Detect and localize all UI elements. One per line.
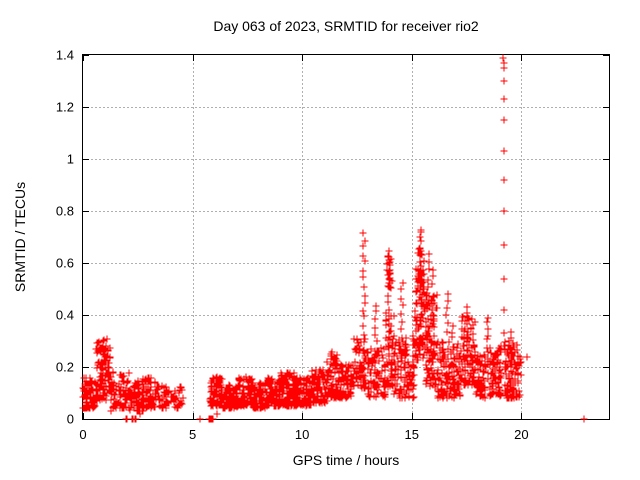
x-tick-label: 10 — [295, 427, 309, 442]
y-tick-label: 0.8 — [56, 204, 74, 219]
gridlines — [83, 55, 609, 419]
y-tick-label: 0.2 — [56, 360, 74, 375]
x-tick-label: 0 — [79, 427, 86, 442]
y-axis-label: SRMTID / TECUs — [12, 182, 28, 292]
axis-ticks — [83, 55, 609, 420]
plot-border — [82, 54, 610, 420]
x-tick-label: 20 — [514, 427, 528, 442]
y-tick-label: 0 — [67, 412, 74, 427]
y-tick-label: 0.6 — [56, 256, 74, 271]
x-tick-label: 15 — [405, 427, 419, 442]
x-tick-label: 5 — [189, 427, 196, 442]
y-tick-label: 0.4 — [56, 308, 74, 323]
chart-title: Day 063 of 2023, SRMTID for receiver rio… — [213, 18, 479, 34]
scatter-points — [79, 54, 588, 423]
x-axis-label: GPS time / hours — [293, 452, 400, 468]
tick-labels: 0 5 10 15 20 0 0.2 0.4 0.6 0.8 1 1.2 1.4 — [56, 48, 529, 443]
y-tick-label: 1 — [67, 152, 74, 167]
y-tick-label: 1.2 — [56, 100, 74, 115]
y-tick-label: 1.4 — [56, 48, 74, 63]
